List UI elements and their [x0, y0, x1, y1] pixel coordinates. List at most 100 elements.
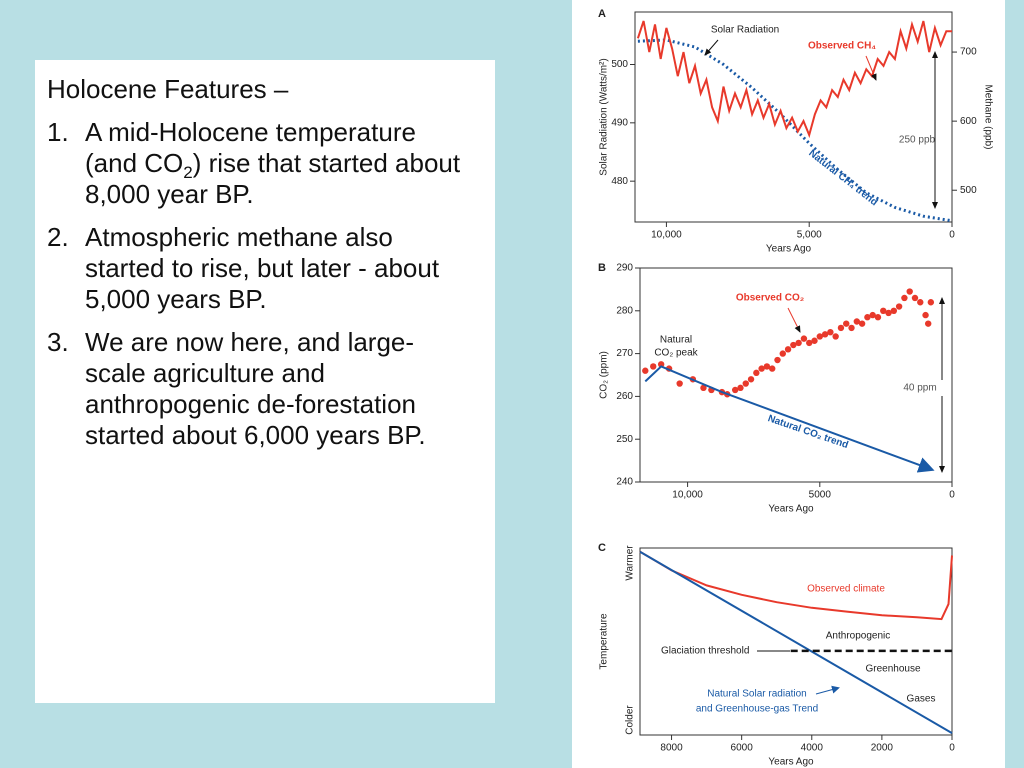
- panel-label: A: [598, 8, 606, 20]
- data-point: [737, 384, 744, 392]
- list-item: 1. A mid-Holocene temperature (and CO2) r…: [47, 117, 469, 210]
- data-point: [742, 380, 749, 387]
- data-line: [639, 550, 953, 734]
- data-point: [864, 314, 871, 321]
- data-point: [795, 339, 802, 347]
- y-tick-label: 250: [616, 434, 633, 445]
- x-tick-label: 5000: [809, 490, 832, 501]
- data-point: [895, 303, 903, 310]
- y-axis-label: Warmer: [625, 545, 636, 581]
- data-line: [636, 20, 952, 139]
- data-point: [816, 333, 823, 340]
- x-tick-label: 10,000: [672, 490, 703, 501]
- y-axis-label: Colder: [625, 705, 636, 735]
- data-point: [901, 294, 908, 302]
- data-point: [763, 363, 771, 370]
- data-point: [858, 320, 866, 327]
- data-point: [853, 318, 861, 325]
- text: ) rise that started about 8,000 year BP.: [85, 148, 461, 209]
- data-point: [922, 311, 929, 319]
- x-tick-label: 10,000: [651, 230, 682, 241]
- chart-panel: [572, 0, 1005, 768]
- data-point: [906, 288, 913, 295]
- data-line: [637, 38, 953, 223]
- annotation: CO₂ peak: [654, 348, 698, 359]
- y-axis-label: Solar Radiation (Watts/m²): [599, 58, 610, 175]
- annotation: Gases: [907, 694, 936, 705]
- data-point: [753, 369, 760, 377]
- data-point: [880, 307, 887, 314]
- y2-tick-label: 500: [960, 185, 977, 196]
- data-point: [885, 309, 892, 317]
- annotation: Observed climate: [807, 584, 885, 595]
- arrow: [704, 39, 719, 56]
- data-point: [827, 329, 834, 336]
- data-point: [811, 337, 818, 344]
- data-point: [779, 350, 786, 357]
- arrow: [815, 685, 840, 695]
- y-tick-label: 290: [616, 263, 633, 274]
- data-point: [774, 356, 781, 364]
- plot-frame: [639, 267, 953, 483]
- y2-tick-label: 700: [960, 47, 977, 58]
- data-point: [927, 299, 935, 306]
- annotation: Observed CH₄: [808, 41, 876, 52]
- data-point: [731, 386, 739, 394]
- annotation: Observed CO₂: [736, 293, 804, 304]
- x-tick-label: 5,000: [797, 230, 822, 241]
- list-marker: 3.: [47, 327, 69, 357]
- text-title: Holocene Features –: [47, 74, 289, 104]
- data-line: [644, 365, 935, 473]
- data-point: [874, 314, 882, 321]
- data-point: [700, 384, 707, 392]
- data-point: [821, 331, 829, 338]
- arrow: [787, 307, 801, 333]
- arrow: [865, 55, 877, 81]
- y-tick-label: 480: [611, 176, 628, 187]
- data-point: [837, 324, 845, 332]
- data-point: [790, 341, 797, 349]
- data-line: [639, 550, 953, 621]
- list-item: 2. Atmospheric methane also started to ri…: [47, 222, 469, 315]
- annotation: Greenhouse: [865, 664, 920, 675]
- x-tick-label: 0: [949, 743, 955, 754]
- panel-label: B: [598, 262, 606, 274]
- y-axis-label: Temperature: [599, 613, 610, 670]
- y-tick-label: 260: [616, 391, 633, 402]
- y-tick-label: 500: [611, 59, 628, 70]
- data-point: [676, 380, 683, 387]
- annotation: Natural: [660, 335, 692, 346]
- annotation: Anthropogenic: [826, 631, 891, 642]
- y-tick-label: 490: [611, 117, 628, 128]
- list-item: 3. We are now here, and large-scale agric…: [47, 327, 469, 451]
- y-tick-label: 270: [616, 348, 633, 359]
- list-text: A mid-Holocene temperature (and CO2) ris…: [85, 117, 469, 210]
- annotation: 250 ppb: [899, 135, 936, 146]
- y2-tick-label: 600: [960, 116, 977, 127]
- annotation: and Greenhouse-gas Trend: [696, 704, 818, 715]
- x-tick-label: 2000: [871, 743, 894, 754]
- list-text: Atmospheric methane also started to rise…: [85, 222, 440, 314]
- data-point: [800, 335, 808, 342]
- data-point: [784, 346, 792, 353]
- annotation: Natural Solar radiation: [707, 689, 807, 700]
- data-point: [911, 294, 919, 302]
- data-point: [843, 320, 850, 327]
- data-point: [848, 324, 855, 332]
- data-point: [832, 333, 839, 340]
- list-marker: 1.: [47, 117, 69, 147]
- list-marker: 2.: [47, 222, 69, 252]
- text-box: Holocene Features – 1. A mid-Holocene tem…: [35, 60, 495, 703]
- text: A mid-Holocene temperature (and CO: [85, 117, 416, 178]
- plot-frame: [639, 547, 953, 736]
- data-point: [869, 311, 876, 319]
- data-point: [758, 365, 765, 372]
- data-point: [769, 365, 776, 372]
- annotation: 40 ppm: [903, 383, 936, 394]
- list-text: We are now here, and large-scale agricul…: [85, 327, 426, 450]
- y-tick-label: 240: [616, 477, 633, 488]
- data-point: [917, 299, 924, 306]
- data-point: [925, 320, 932, 327]
- x-tick-label: 6000: [731, 743, 754, 754]
